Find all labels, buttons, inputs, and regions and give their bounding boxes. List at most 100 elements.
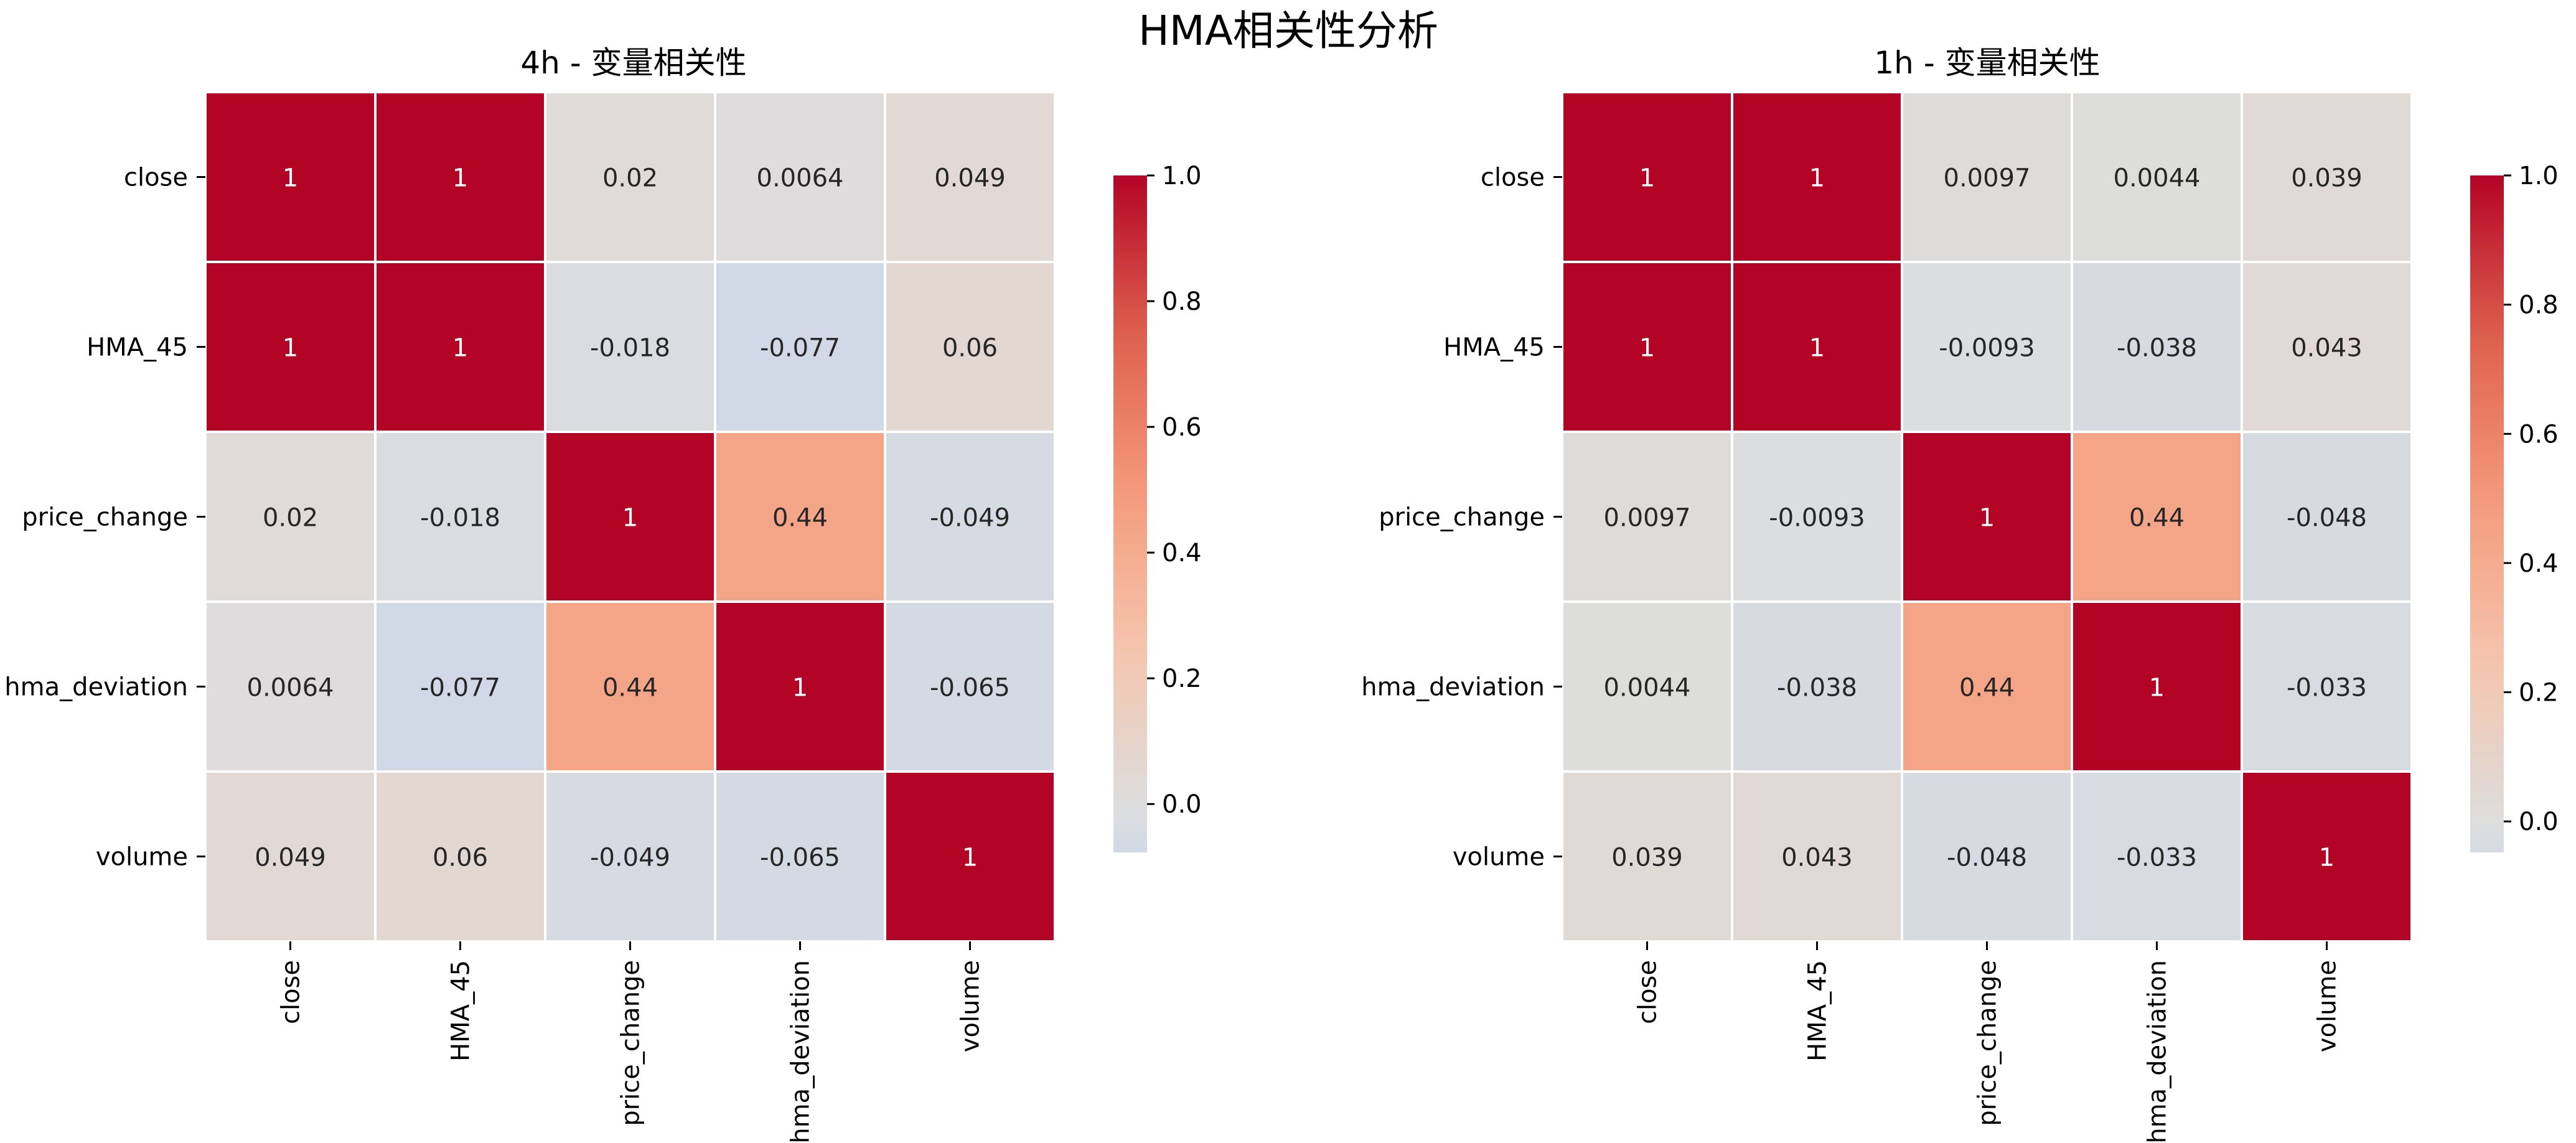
cell-value-label: 1: [2319, 844, 2335, 872]
cell-value-label: 1: [1809, 334, 1825, 363]
cell-value-label: -0.033: [2287, 674, 2367, 702]
cell-value-label: -0.049: [930, 504, 1010, 533]
colorbar-tick-label: 0.4: [2519, 549, 2559, 578]
x-tick-label: price_change: [617, 960, 645, 1126]
heatmap-cell: [544, 431, 716, 603]
heatmap-cell: [884, 770, 1056, 943]
cell-value-label: -0.065: [930, 674, 1010, 702]
heatmap-cell: [884, 261, 1056, 433]
cell-value-label: 1: [1639, 334, 1655, 363]
heatmap-cell: [544, 600, 716, 773]
cell-value-label: 0.44: [2129, 504, 2185, 533]
cell-value-label: -0.077: [760, 334, 840, 363]
colorbar-tick-label: 0.4: [1162, 539, 1202, 567]
colorbar-tick-label: 0.8: [2519, 291, 2559, 320]
heatmap-cell: [2241, 770, 2413, 943]
cell-value-label: 0.06: [433, 844, 488, 872]
cell-value-label: -0.048: [1947, 844, 2027, 872]
heatmap-cell: [544, 261, 716, 433]
cell-value-label: 0.06: [942, 334, 998, 363]
heatmap-cell: [374, 261, 546, 433]
y-tick-label: volume: [1453, 843, 1545, 872]
colorbar-tick-label: 0.0: [2519, 808, 2559, 836]
heatmap-cell: [884, 91, 1056, 263]
cell-value-label: 0.049: [934, 164, 1006, 193]
cell-value-label: 1: [283, 334, 298, 363]
heatmap-cell: [374, 770, 546, 943]
panel-title: 1h - 变量相关性: [1874, 45, 2100, 81]
heatmap-cell: [1901, 261, 2073, 433]
colorbar-tick-label: 0.2: [1162, 665, 1202, 693]
cell-value-label: 1: [1809, 164, 1825, 193]
cell-value-label: 1: [452, 164, 468, 193]
heatmap-cell: [2241, 431, 2413, 603]
cell-value-label: 1: [452, 334, 468, 363]
cell-value-label: 1: [792, 674, 808, 702]
cell-value-label: 0.0064: [757, 164, 844, 193]
cell-value-label: 0.44: [772, 504, 828, 533]
heatmap-panel-1: 4h - 变量相关性 1 1 0.02 0.0064 0.049 1 1 -0.018 -0.07…: [4, 45, 1201, 1143]
heatmap-cell: [1731, 91, 1903, 263]
y-tick-label: close: [1481, 164, 1545, 192]
heatmap-cell: [1731, 431, 1903, 603]
cell-value-label: -0.065: [760, 844, 840, 872]
heatmap-cell: [714, 91, 886, 263]
x-tick-label: close: [277, 960, 306, 1024]
x-tick-label: close: [1634, 960, 1662, 1024]
colorbar: [1113, 175, 1147, 852]
colorbar-tick-label: 0.8: [1162, 287, 1202, 316]
cell-value-label: -0.018: [420, 504, 500, 533]
cell-value-label: 1: [622, 504, 638, 533]
cell-value-label: 1: [283, 164, 298, 193]
cell-value-label: 1: [1979, 504, 1995, 533]
cell-value-label: 0.0044: [1604, 674, 1691, 702]
heatmap-cell: [1901, 431, 2073, 603]
cell-value-label: 1: [2149, 674, 2165, 702]
heatmap-cell: [2241, 261, 2413, 433]
y-tick-label: hma_deviation: [1361, 673, 1545, 702]
heatmap-cell: [1561, 91, 1733, 263]
heatmap-cell: [1561, 770, 1733, 943]
colorbar-tick-label: 1.0: [2519, 162, 2559, 190]
x-tick-label: hma_deviation: [787, 960, 815, 1143]
heatmap-cell: [884, 431, 1056, 603]
x-tick-label: price_change: [1974, 960, 2002, 1126]
heatmap-cell: [714, 770, 886, 943]
cell-value-label: 0.0064: [247, 674, 334, 702]
heatmap-panel-2: 1h - 变量相关性 1 1 0.0097 0.0044 0.039 1 1 -0.0093 -0…: [1361, 45, 2558, 1143]
cell-value-label: 0.0097: [1944, 164, 2031, 193]
colorbar-tick-label: 0.6: [2519, 420, 2559, 449]
y-tick-label: volume: [96, 843, 188, 872]
figure-title: HMA相关性分析: [1138, 7, 1438, 55]
cell-value-label: -0.033: [2117, 844, 2197, 872]
heatmap-cell: [884, 600, 1056, 773]
x-tick-label: HMA_45: [447, 960, 475, 1061]
cell-value-label: 0.44: [602, 674, 658, 702]
heatmap-cell: [2241, 91, 2413, 263]
heatmap-cell: [2071, 431, 2243, 603]
cell-value-label: 0.043: [1781, 844, 1853, 872]
panel-title: 4h - 变量相关性: [520, 45, 746, 81]
y-tick-label: hma_deviation: [4, 673, 188, 702]
colorbar-tick-label: 0.6: [1162, 413, 1202, 442]
cell-value-label: 0.039: [2291, 164, 2363, 193]
cell-value-label: -0.038: [1777, 674, 1857, 702]
y-tick-label: HMA_45: [1443, 334, 1545, 362]
x-tick-label: volume: [2313, 960, 2342, 1052]
heatmap-cell: [1901, 600, 2073, 773]
colorbar-tick-label: 0.0: [1162, 790, 1202, 819]
heatmap-cell: [714, 431, 886, 603]
colorbar-tick-label: 1.0: [1162, 162, 1202, 190]
cell-value-label: -0.038: [2117, 334, 2197, 363]
heatmap-cell: [544, 91, 716, 263]
heatmap-cell: [1901, 770, 2073, 943]
cell-value-label: 0.043: [2291, 334, 2363, 363]
cell-value-label: 1: [1639, 164, 1655, 193]
cell-value-label: -0.048: [2287, 504, 2367, 533]
heatmap-cell: [204, 770, 377, 943]
y-tick-label: HMA_45: [87, 334, 188, 362]
x-tick-label: volume: [957, 960, 985, 1052]
y-tick-label: price_change: [22, 503, 188, 532]
cell-value-label: 0.049: [255, 844, 326, 872]
